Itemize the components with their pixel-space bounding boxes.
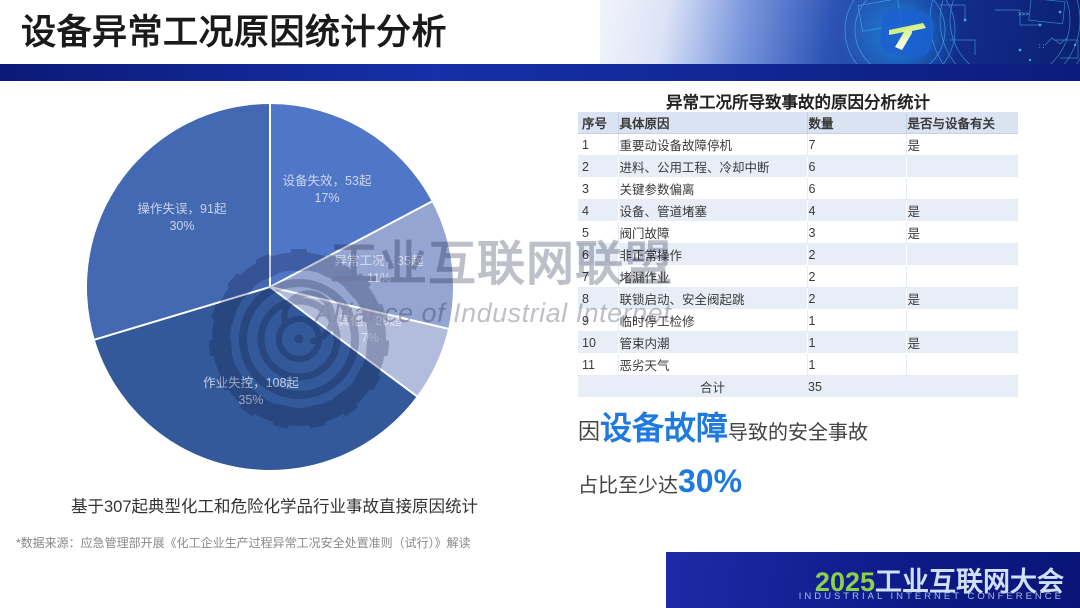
svg-text:11%: 11% (367, 271, 391, 285)
svg-text:异常工况，35起: 异常工况，35起 (335, 254, 424, 268)
svg-text:操作失误，91起: 操作失误，91起 (138, 201, 227, 216)
svg-text:其他，20起: 其他，20起 (338, 314, 402, 328)
svg-text:::: :: (1038, 43, 1045, 50)
svg-text:30%: 30% (169, 219, 194, 233)
svg-text:35%: 35% (238, 393, 263, 407)
svg-text:17%: 17% (314, 191, 339, 205)
svg-text:>>>: >>> (1018, 11, 1029, 18)
svg-text:作业失控，108起: 作业失控，108起 (203, 375, 299, 390)
svg-text:7%: 7% (361, 331, 379, 345)
svg-text:设备失效，53起: 设备失效，53起 (283, 173, 372, 188)
